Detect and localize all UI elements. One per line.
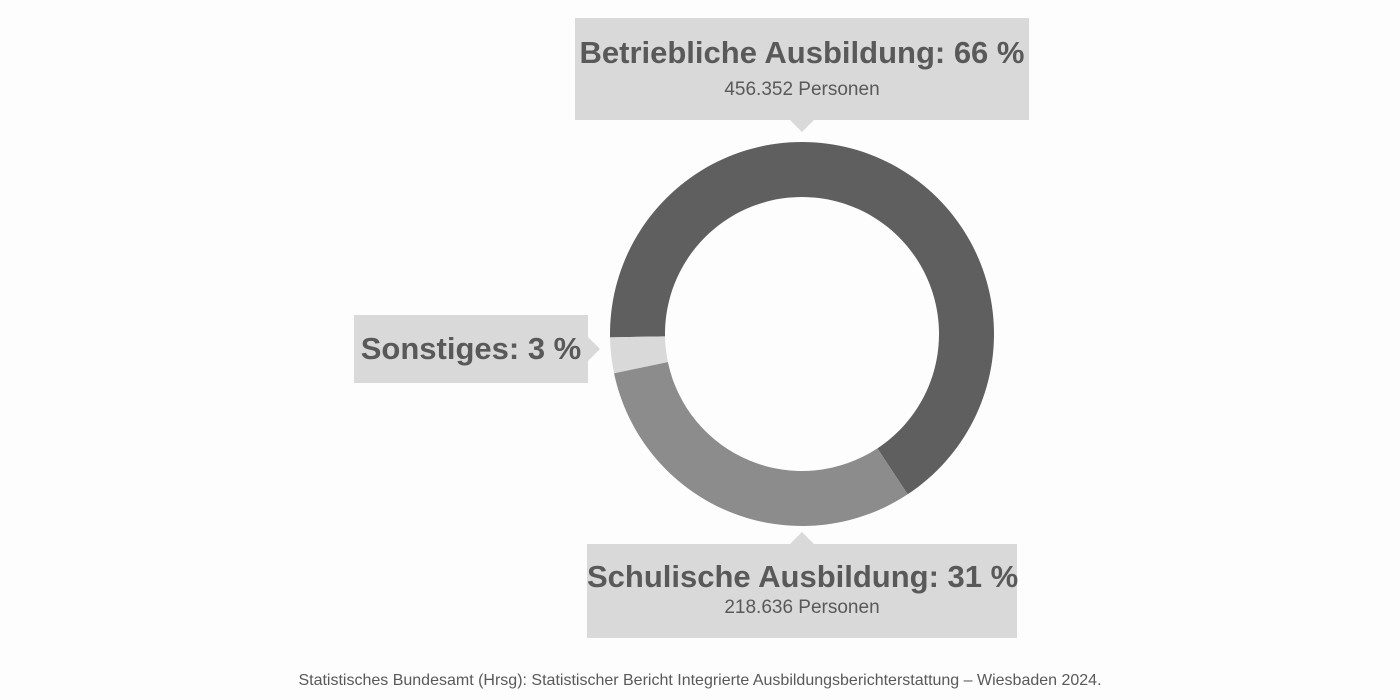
schulische-percentage-label: Schulische Ausbildung: 31 % [587, 559, 1019, 594]
label-sonstiges: Sonstiges: 3 % [354, 315, 600, 383]
sonstiges-percentage-label: Sonstiges: 3 % [360, 331, 582, 366]
label-schulische-ausbildung: Schulische Ausbildung: 31 % 218.636 Pers… [587, 532, 1019, 638]
donut-segment-schulische-ausbildung [614, 362, 908, 527]
donut-segment-sonstiges [610, 336, 668, 374]
label-betriebliche-ausbildung: Betriebliche Ausbildung: 66 % 456.352 Pe… [575, 18, 1029, 132]
donut-segment-betriebliche-ausbildung [610, 142, 995, 495]
schulische-count-label: 218.636 Personen [724, 597, 880, 618]
source-citation: Statistisches Bundesamt (Hrsg): Statisti… [298, 672, 1102, 689]
betriebliche-percentage-label: Betriebliche Ausbildung: 66 % [579, 35, 1025, 70]
betriebliche-count-label: 456.352 Personen [724, 79, 880, 100]
